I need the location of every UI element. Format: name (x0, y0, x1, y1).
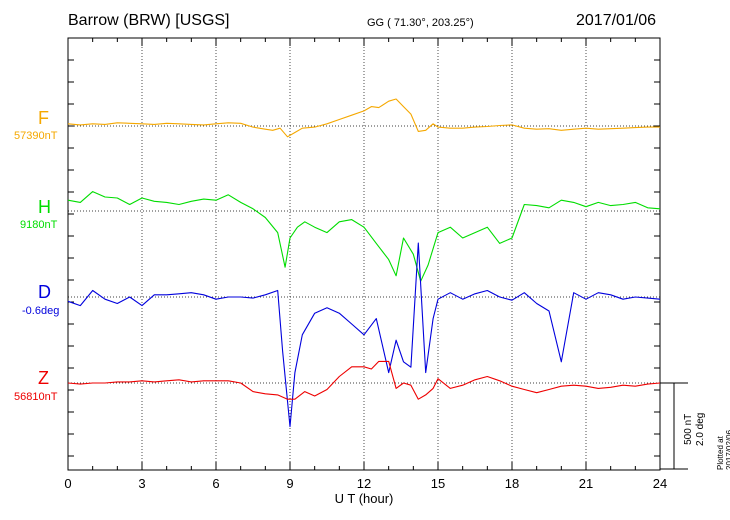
series-line-z (67, 360, 661, 400)
date-label: 2017/01/06 (576, 12, 657, 29)
component-letter-h: H (38, 197, 51, 217)
component-baseline-h: 9180nT (20, 219, 58, 231)
component-baseline-f: 57390nT (14, 130, 58, 142)
x-tick-label: 12 (357, 476, 371, 491)
series-line-h (67, 191, 661, 282)
component-letter-d: D (38, 282, 51, 302)
x-tick-label: 0 (64, 476, 71, 491)
x-tick-label: 21 (579, 476, 593, 491)
chart-title: Barrow (BRW) [USGS] (68, 12, 230, 29)
x-tick-label: 3 (138, 476, 145, 491)
x-tick-label: 15 (431, 476, 445, 491)
scale-bar-deg: 2.0 deg (695, 412, 706, 446)
series-line-d (67, 242, 661, 428)
scale-bar-label: 500 nT 2.0 deg (683, 413, 707, 446)
component-baseline-d: -0.6deg (22, 305, 60, 317)
component-letter-z: Z (38, 368, 49, 388)
x-axis-label: U T (hour) (335, 491, 394, 506)
series-line-f (67, 98, 660, 138)
x-tick-label: 18 (505, 476, 519, 491)
x-tick-label: 9 (286, 476, 293, 491)
x-tick-label: 6 (212, 476, 219, 491)
component-letter-f: F (38, 108, 49, 128)
scale-bar-nt: 500 nT (683, 413, 694, 445)
coordinates-label: GG ( 71.30°, 203.25°) (367, 17, 474, 29)
plotted-note: Plotted at 2017/02/06 01:33 UT (716, 429, 730, 470)
x-tick-label: 24 (653, 476, 667, 491)
component-baseline-z: 56810nT (14, 391, 58, 403)
